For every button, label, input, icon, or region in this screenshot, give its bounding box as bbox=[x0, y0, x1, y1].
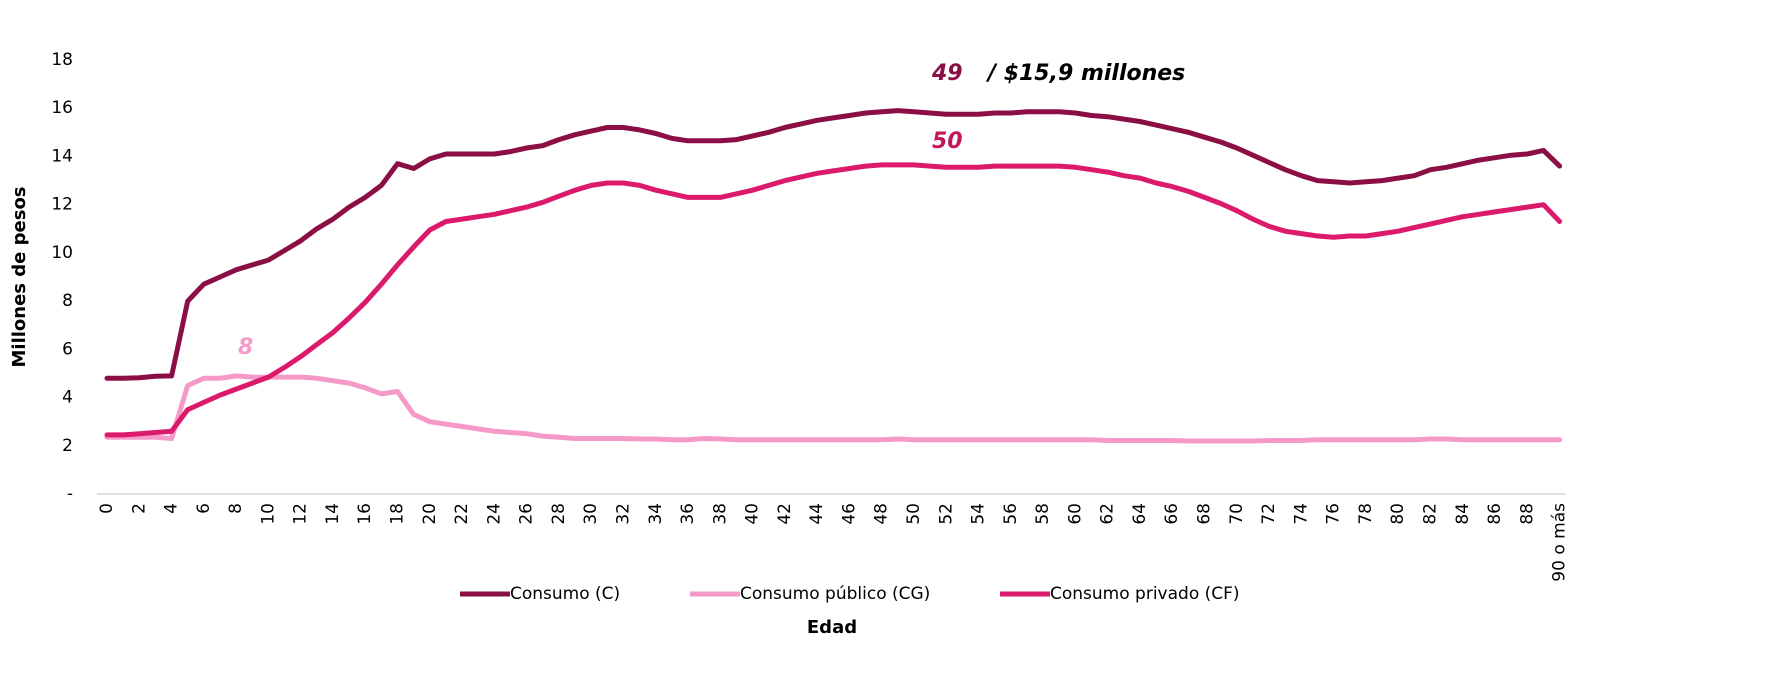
x-tick-label: 84 bbox=[1453, 503, 1473, 525]
x-tick-label: 86 bbox=[1485, 503, 1505, 525]
annotation: 8 bbox=[238, 335, 253, 360]
x-tick-label: 2 bbox=[129, 503, 149, 514]
x-tick-label: 28 bbox=[549, 503, 569, 525]
data-line bbox=[104, 108, 1563, 381]
data-line bbox=[104, 162, 1563, 438]
annotation: 49 bbox=[931, 61, 963, 86]
x-tick-label: 60 bbox=[1065, 503, 1085, 525]
x-tick-label: 18 bbox=[388, 503, 408, 525]
x-tick-label: 64 bbox=[1130, 503, 1150, 525]
x-tick-label: 68 bbox=[1195, 503, 1215, 525]
x-tick-label: 82 bbox=[1420, 503, 1440, 525]
x-tick-label: 40 bbox=[743, 503, 763, 525]
x-tick-label: 54 bbox=[969, 503, 989, 525]
x-tick-label: 70 bbox=[1227, 503, 1247, 525]
x-tick-label: 22 bbox=[452, 503, 472, 525]
x-tick-label: 76 bbox=[1324, 503, 1344, 525]
data-line bbox=[104, 373, 1563, 444]
y-tick-label: 4 bbox=[62, 388, 73, 408]
y-tick-label: 2 bbox=[62, 436, 73, 456]
x-tick-label: 78 bbox=[1356, 503, 1376, 525]
x-tick-label: 14 bbox=[323, 503, 343, 525]
x-tick-label: 32 bbox=[613, 503, 633, 525]
x-tick-label: 6 bbox=[194, 503, 214, 514]
x-tick-label: 16 bbox=[355, 503, 375, 525]
x-tick-label: 8 bbox=[226, 503, 246, 514]
y-tick-label: 10 bbox=[51, 243, 73, 263]
x-tick-label: 62 bbox=[1098, 503, 1118, 525]
x-tick-label: 50 bbox=[904, 503, 924, 525]
x-tick-label: 80 bbox=[1388, 503, 1408, 525]
y-tick-label: 8 bbox=[62, 291, 73, 311]
x-tick-label: 36 bbox=[678, 503, 698, 525]
x-tick-label: 24 bbox=[484, 503, 504, 525]
y-tick-label: 6 bbox=[62, 339, 73, 359]
x-axis-title: Edad bbox=[807, 617, 857, 638]
x-tick-label: 34 bbox=[646, 503, 666, 525]
x-tick-label: 10 bbox=[258, 503, 278, 525]
legend-label: Consumo privado (CF) bbox=[1050, 584, 1240, 604]
x-tick-label: 42 bbox=[775, 503, 795, 525]
x-tick-label: 48 bbox=[872, 503, 892, 525]
x-tick-label: 26 bbox=[517, 503, 537, 525]
x-tick-label: 38 bbox=[710, 503, 730, 525]
x-tick-label: 30 bbox=[581, 503, 601, 525]
x-tick-label: 58 bbox=[1033, 503, 1053, 525]
y-axis-title: Millones de pesos bbox=[9, 186, 30, 367]
x-tick-label: 66 bbox=[1162, 503, 1182, 525]
x-tick-label: 12 bbox=[291, 503, 311, 525]
y-tick-label: 12 bbox=[51, 195, 73, 215]
x-tick-label: 90 o más bbox=[1550, 503, 1570, 582]
y-tick-label: 16 bbox=[51, 98, 73, 118]
x-tick-label: 72 bbox=[1259, 503, 1279, 525]
x-tick-label: 56 bbox=[1001, 503, 1021, 525]
x-tick-label: 44 bbox=[807, 503, 827, 525]
annotation: 50 bbox=[932, 129, 963, 154]
x-tick-label: 46 bbox=[839, 503, 859, 525]
x-tick-label: 20 bbox=[420, 503, 440, 525]
y-tick-label: 18 bbox=[51, 50, 73, 70]
y-tick-label: - bbox=[67, 484, 73, 504]
x-tick-label: 4 bbox=[162, 503, 182, 514]
y-tick-label: 14 bbox=[51, 146, 73, 166]
legend-label: Consumo (C) bbox=[510, 584, 620, 604]
x-tick-label: 0 bbox=[97, 503, 117, 514]
x-tick-label: 74 bbox=[1291, 503, 1311, 525]
x-tick-label: 88 bbox=[1517, 503, 1537, 525]
annotation: / $15,9 millones bbox=[985, 61, 1185, 86]
legend-label: Consumo público (CG) bbox=[740, 584, 930, 604]
x-tick-label: 52 bbox=[936, 503, 956, 525]
